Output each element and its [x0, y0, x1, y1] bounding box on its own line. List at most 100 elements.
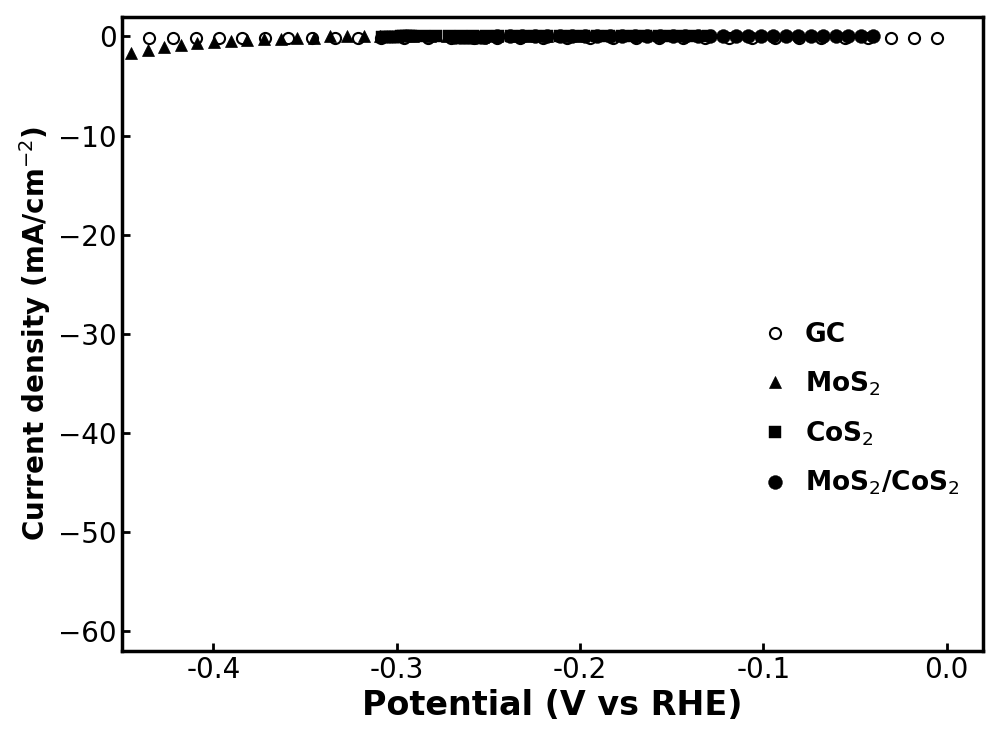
CoS$_2$ — [554, 32, 566, 41]
MoS$_2$/CoS$_2$ — [462, 32, 474, 41]
CoS$_2$ — [480, 32, 492, 41]
MoS$_2$ — [441, 32, 453, 41]
GC — [908, 33, 920, 42]
MoS$_2$/CoS$_2$ — [591, 32, 603, 41]
GC — [653, 33, 665, 42]
CoS$_2$ — [505, 32, 517, 41]
MoS$_2$/CoS$_2$ — [470, 32, 482, 41]
CoS$_2$ — [517, 32, 529, 41]
CoS$_2$ — [418, 32, 430, 41]
CoS$_2$ — [578, 32, 590, 41]
MoS$_2$/CoS$_2$ — [579, 32, 591, 41]
GC — [561, 33, 573, 42]
MoS$_2$/CoS$_2$ — [629, 32, 641, 41]
MoS$_2$ — [341, 32, 353, 41]
MoS$_2$ — [324, 32, 336, 41]
MoS$_2$/CoS$_2$ — [692, 32, 704, 41]
MoS$_2$ — [508, 32, 520, 41]
CoS$_2$ — [467, 32, 479, 41]
MoS$_2$/CoS$_2$ — [479, 32, 491, 41]
MoS$_2$/CoS$_2$ — [842, 32, 854, 41]
MoS$_2$ — [491, 32, 503, 41]
CoS$_2$ — [689, 32, 701, 41]
GC — [607, 33, 619, 42]
GC — [422, 33, 434, 42]
GC — [514, 33, 526, 42]
GC — [746, 33, 758, 42]
GC — [839, 33, 851, 42]
CoS$_2$ — [389, 32, 401, 41]
MoS$_2$ — [407, 32, 419, 41]
CoS$_2$ — [529, 32, 541, 41]
GC — [793, 33, 805, 42]
MoS$_2$/CoS$_2$ — [780, 32, 792, 41]
MoS$_2$/CoS$_2$ — [830, 32, 842, 41]
MoS$_2$/CoS$_2$ — [454, 32, 466, 41]
Line: MoS$_2$: MoS$_2$ — [125, 31, 585, 58]
CoS$_2$ — [397, 32, 409, 41]
Legend: GC, MoS$_2$, CoS$_2$, MoS$_2$/CoS$_2$: GC, MoS$_2$, CoS$_2$, MoS$_2$/CoS$_2$ — [755, 312, 970, 508]
MoS$_2$/CoS$_2$ — [529, 32, 541, 41]
GC — [306, 33, 318, 42]
CoS$_2$ — [628, 32, 640, 41]
GC — [677, 33, 689, 42]
MoS$_2$/CoS$_2$ — [742, 32, 754, 41]
MoS$_2$/CoS$_2$ — [475, 32, 487, 41]
MoS$_2$/CoS$_2$ — [654, 32, 666, 41]
CoS$_2$ — [395, 32, 407, 41]
X-axis label: Potential (V vs RHE): Potential (V vs RHE) — [362, 689, 743, 722]
MoS$_2$/CoS$_2$ — [792, 32, 804, 41]
CoS$_2$ — [379, 32, 391, 41]
MoS$_2$/CoS$_2$ — [717, 32, 729, 41]
MoS$_2$ — [474, 32, 486, 41]
CoS$_2$ — [455, 32, 467, 41]
GC — [143, 33, 155, 42]
CoS$_2$ — [677, 32, 689, 41]
GC — [236, 33, 248, 42]
MoS$_2$ — [241, 35, 253, 44]
GC — [259, 33, 271, 42]
MoS$_2$/CoS$_2$ — [566, 32, 578, 41]
MoS$_2$/CoS$_2$ — [554, 32, 566, 41]
GC — [282, 33, 294, 42]
MoS$_2$ — [158, 42, 170, 51]
GC — [862, 33, 874, 42]
Line: CoS$_2$: CoS$_2$ — [376, 31, 714, 42]
MoS$_2$ — [457, 32, 469, 41]
MoS$_2$ — [142, 45, 154, 54]
GC — [815, 33, 827, 42]
MoS$_2$/CoS$_2$ — [679, 32, 691, 41]
MoS$_2$/CoS$_2$ — [817, 32, 829, 41]
CoS$_2$ — [405, 32, 417, 41]
MoS$_2$/CoS$_2$ — [667, 32, 679, 41]
CoS$_2$ — [392, 32, 404, 41]
MoS$_2$/CoS$_2$ — [604, 32, 616, 41]
MoS$_2$/CoS$_2$ — [704, 32, 716, 41]
GC — [931, 33, 943, 42]
CoS$_2$ — [616, 32, 628, 41]
CoS$_2$ — [406, 32, 418, 41]
GC — [885, 33, 897, 42]
MoS$_2$ — [225, 36, 237, 45]
MoS$_2$ — [541, 32, 553, 41]
MoS$_2$ — [391, 32, 403, 41]
MoS$_2$/CoS$_2$ — [755, 32, 767, 41]
MoS$_2$/CoS$_2$ — [466, 32, 478, 41]
MoS$_2$ — [557, 32, 569, 41]
GC — [723, 33, 735, 42]
MoS$_2$/CoS$_2$ — [458, 32, 470, 41]
MoS$_2$ — [208, 38, 220, 47]
CoS$_2$ — [430, 32, 442, 41]
MoS$_2$/CoS$_2$ — [641, 32, 653, 41]
MoS$_2$ — [125, 49, 137, 58]
GC — [445, 33, 457, 42]
CoS$_2$ — [400, 32, 412, 41]
GC — [491, 33, 503, 42]
CoS$_2$ — [591, 32, 603, 41]
MoS$_2$ — [524, 32, 536, 41]
CoS$_2$ — [566, 32, 578, 41]
MoS$_2$/CoS$_2$ — [479, 32, 491, 41]
Line: GC: GC — [144, 33, 943, 44]
MoS$_2$/CoS$_2$ — [616, 32, 628, 41]
MoS$_2$/CoS$_2$ — [491, 32, 503, 41]
